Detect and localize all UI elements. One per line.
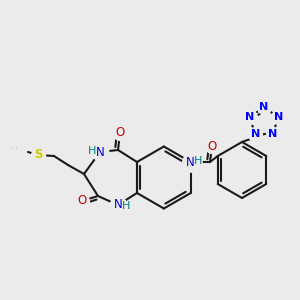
Text: N: N <box>245 112 254 122</box>
Text: S: S <box>12 148 13 149</box>
Text: O: O <box>207 140 217 152</box>
Text: H: H <box>88 146 96 156</box>
Text: S: S <box>16 148 17 149</box>
Text: N: N <box>268 129 278 139</box>
Text: N: N <box>260 102 268 112</box>
Text: N: N <box>96 146 104 158</box>
Text: N: N <box>114 199 122 212</box>
Text: H: H <box>122 201 130 211</box>
Text: S: S <box>34 148 42 161</box>
Text: N: N <box>250 129 260 139</box>
Text: O: O <box>77 194 87 208</box>
Text: O: O <box>116 127 124 140</box>
Text: H: H <box>194 156 202 166</box>
Text: N: N <box>186 155 194 169</box>
Text: N: N <box>274 112 283 122</box>
